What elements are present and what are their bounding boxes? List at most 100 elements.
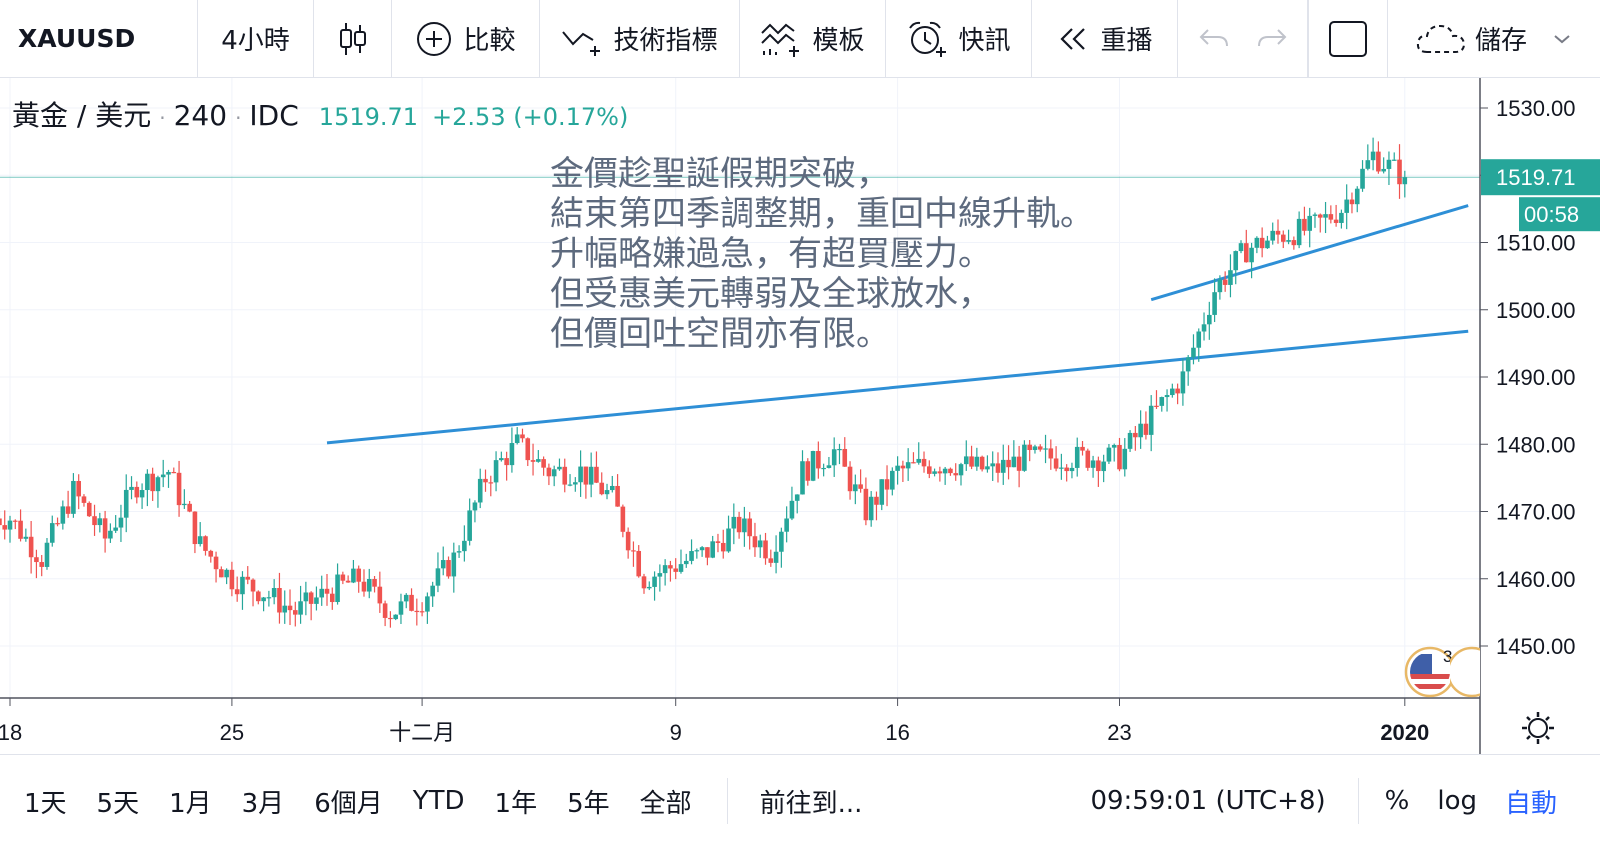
candle-body — [905, 462, 911, 469]
candle-body — [1138, 423, 1143, 438]
range-1m-button[interactable]: 1月 — [169, 788, 212, 819]
candle-body — [1254, 237, 1260, 248]
text-annotation[interactable]: 金價趁聖誕假期突破， 結束第四季調整期，重回中線升軌。 升幅略嫌過急，有超買壓力… — [550, 154, 1094, 354]
range-3m-button[interactable]: 3月 — [241, 788, 285, 819]
candle-body — [1085, 450, 1091, 468]
candle-body — [1302, 218, 1307, 231]
range-1y-button[interactable]: 1年 — [494, 788, 538, 819]
range-1d-button[interactable]: 1天 — [24, 788, 67, 819]
clock-timezone-button[interactable]: 09:59:01 (UTC+8) — [1090, 786, 1326, 816]
redo-icon[interactable] — [1256, 26, 1288, 52]
candle-body — [213, 556, 219, 570]
range-5d-button[interactable]: 5天 — [96, 788, 140, 819]
alerts-button[interactable]: 快訊 — [886, 0, 1032, 78]
chart-type-button[interactable] — [314, 0, 392, 78]
candle-body — [578, 466, 583, 483]
x-tick-label: 十二月 — [389, 720, 455, 745]
candle-body — [229, 569, 235, 590]
candle-body — [462, 540, 467, 552]
candle-body — [520, 434, 525, 439]
candle-body — [948, 468, 953, 474]
legend-separator: · — [159, 106, 166, 130]
candle-body — [34, 557, 39, 563]
candle-body — [779, 531, 784, 552]
goto-date-button[interactable]: 前往到... — [759, 788, 863, 819]
candle-body — [1228, 270, 1233, 285]
legend-name: 黃金 / 美元 — [12, 99, 152, 132]
candle-body — [499, 458, 504, 461]
candle-body — [356, 568, 361, 582]
candle-body — [340, 574, 346, 581]
trendline[interactable] — [1150, 204, 1469, 302]
candle-body — [23, 536, 29, 539]
candle-body — [953, 473, 959, 476]
y-tick-label: 1480.00 — [1496, 432, 1576, 457]
candle-body — [282, 605, 288, 613]
candle-body — [573, 482, 578, 485]
trendline[interactable] — [326, 329, 1469, 445]
candle-body — [372, 578, 377, 587]
replay-button[interactable]: 重播 — [1032, 0, 1178, 78]
range-6m-button[interactable]: 6個月 — [314, 788, 383, 819]
candle-body — [18, 520, 23, 539]
x-tick-label: 2020 — [1380, 720, 1429, 745]
chart-area[interactable]: 1450.00 1460.00 1470.00 1480.00 1490.00 1500.… — [0, 78, 1600, 754]
undo-icon[interactable] — [1198, 26, 1230, 52]
candle-body — [662, 565, 668, 574]
candle-body — [1201, 324, 1207, 332]
candle-body — [763, 540, 768, 559]
candle-body — [123, 489, 129, 518]
candle-body — [108, 530, 113, 539]
chevron-down-icon[interactable] — [1551, 32, 1573, 46]
candle-body — [12, 520, 18, 522]
range-all-button[interactable]: 全部 — [639, 788, 692, 819]
candlestick-chart[interactable]: 1450.00 1460.00 1470.00 1480.00 1490.00 1500.… — [0, 78, 1600, 754]
compare-button[interactable]: 比較 — [392, 0, 540, 78]
candle-body — [451, 552, 457, 577]
alerts-label: 快訊 — [958, 26, 1011, 56]
range-ytd-button[interactable]: YTD — [412, 786, 465, 816]
symbol-search-button[interactable]: XAUUSD — [0, 0, 198, 78]
candle-body — [1048, 448, 1054, 459]
candle-body — [335, 574, 340, 603]
economic-events-badge[interactable]: 3 — [1404, 646, 1496, 698]
candle-body — [789, 500, 795, 519]
interval-button[interactable]: 4小時 — [198, 0, 314, 78]
time-axis[interactable]: 18 25 十二月 9 16 23 2020 — [0, 698, 1429, 745]
candle-body — [784, 518, 789, 532]
candle-body — [816, 451, 821, 469]
settings-gear-icon[interactable] — [1522, 712, 1554, 744]
candle-body — [298, 601, 303, 615]
trendlines[interactable] — [326, 204, 1469, 445]
x-tick-label: 23 — [1107, 720, 1131, 745]
log-scale-toggle[interactable]: log — [1437, 786, 1477, 816]
range-5y-button[interactable]: 5年 — [567, 788, 610, 819]
legend-interval: 240 — [173, 99, 228, 132]
auto-scale-toggle[interactable]: 自動 — [1505, 788, 1558, 819]
candle-body — [599, 482, 605, 495]
candle-body — [388, 617, 393, 620]
candle-body — [773, 551, 779, 563]
chart-legend: 黃金 / 美元 · 240 · IDC 1519.71 +2.53 (+0.17… — [12, 94, 628, 134]
templates-label: 模板 — [812, 26, 865, 56]
candle-body — [139, 490, 145, 498]
y-tick-label: 1490.00 — [1496, 365, 1576, 390]
candle-body — [403, 594, 409, 602]
fullscreen-button[interactable] — [1308, 0, 1388, 78]
candle-body — [831, 449, 837, 466]
candle-body — [1127, 432, 1133, 449]
candle-body — [631, 550, 636, 552]
candle-body — [1259, 237, 1265, 249]
candle-body — [1159, 397, 1165, 406]
candle-body — [493, 460, 499, 483]
plus-circle-icon — [417, 21, 452, 56]
templates-button[interactable]: 模板 — [740, 0, 886, 78]
candle-body — [699, 547, 705, 551]
candle-body — [525, 438, 531, 461]
percent-scale-toggle[interactable]: % — [1384, 786, 1410, 816]
candle-body — [868, 496, 874, 521]
save-button[interactable]: 儲存 — [1388, 0, 1600, 78]
candle-body — [1291, 240, 1297, 246]
candle-body — [1212, 292, 1217, 315]
indicators-button[interactable]: 技術指標 — [540, 0, 740, 78]
